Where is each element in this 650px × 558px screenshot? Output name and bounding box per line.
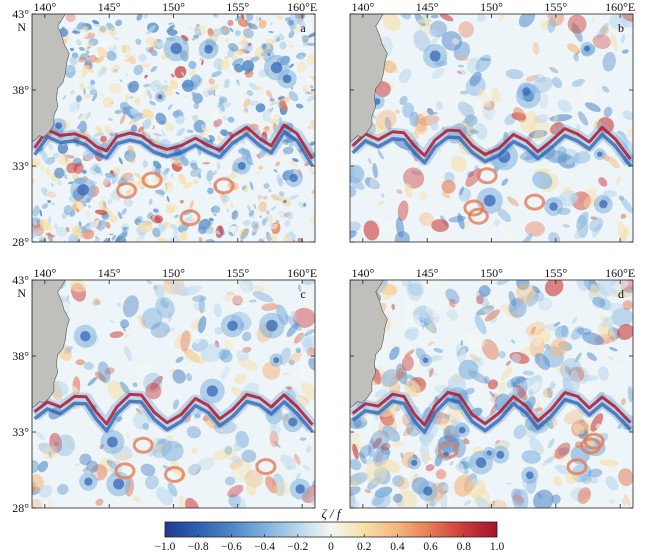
panel-label: a — [300, 21, 306, 35]
colorbar-tick-label: 0.2 — [357, 541, 372, 553]
colorbar-tick-label: 0 — [328, 541, 334, 553]
x-tick-label: 145° — [98, 266, 121, 280]
x-tick-label: 160°E — [605, 266, 635, 280]
y-tick-label: 43° — [12, 7, 29, 21]
y-hemisphere-label: N — [17, 20, 26, 34]
x-tick-label: 140° — [33, 266, 56, 280]
jet-core — [33, 392, 314, 426]
colorbar-tick-label: −0.2 — [287, 541, 308, 553]
x-tick-label: 160°E — [605, 0, 635, 14]
x-tick-label: 140° — [351, 266, 374, 280]
x-tick-label: 140° — [33, 0, 56, 14]
panel-a: 140° 145° 150° 155° 160°E 43°N 38° 33° 28° a — [12, 0, 317, 249]
colorbar: ζ / f −1.0 −0.8 −0.6 −0.4 −0.2 0 0.2 0.4 0.6 0.8 1.… — [155, 506, 505, 553]
x-tick-label: 150° — [162, 0, 185, 14]
jet-core — [33, 123, 314, 160]
y-tick-label: 33° — [12, 425, 29, 439]
land-japan — [32, 280, 70, 409]
x-tick-label: 155° — [226, 0, 249, 14]
land-japan — [32, 14, 70, 143]
y-tick-label: 28° — [12, 235, 29, 249]
y-tick-label: 38° — [12, 349, 29, 363]
x-tick-label: 145° — [98, 0, 121, 14]
colorbar-tick-label: 0.8 — [457, 541, 472, 553]
y-tick-label: 38° — [12, 83, 29, 97]
jet-core — [351, 125, 632, 161]
x-tick-label: 150° — [162, 266, 185, 280]
x-tick-label: 150° — [480, 266, 503, 280]
colorbar-label: ζ / f — [322, 506, 343, 521]
colorbar-tick-label: −0.8 — [188, 541, 209, 553]
vorticity-field — [350, 280, 633, 508]
panel-b: 140° 145° 150° 155° 160°E b — [349, 0, 635, 243]
colorbar-tick-label: −0.4 — [254, 541, 275, 553]
x-tick-label: 155° — [226, 266, 249, 280]
jet-band — [350, 123, 633, 167]
panel-label: b — [618, 21, 624, 35]
colorbar-tick-label: 0.4 — [390, 541, 405, 553]
y-tick-label: 43° — [12, 273, 29, 287]
y-tick-label: 33° — [12, 159, 29, 173]
jet-band — [32, 120, 315, 166]
x-tick-label: 160°E — [287, 0, 317, 14]
colorbar-tick-label: −1.0 — [155, 541, 176, 553]
vorticity-field — [350, 14, 633, 242]
land-japan — [350, 14, 388, 143]
x-tick-label: 145° — [416, 266, 439, 280]
panel-label: d — [618, 287, 624, 301]
colorbar-tick-label: 0.6 — [423, 541, 438, 553]
x-tick-label: 150° — [480, 0, 503, 14]
x-tick-label: 140° — [351, 0, 374, 14]
y-tick-label: 28° — [12, 501, 29, 515]
land-japan — [350, 280, 388, 409]
x-tick-label: 155° — [544, 0, 567, 14]
vorticity-field — [32, 14, 315, 242]
colorbar-tick-label: −0.6 — [221, 541, 242, 553]
panel-c: 140° 145° 150° 155° 160°E 43°N 38° 33° 28° c — [12, 266, 317, 515]
jet-band — [350, 388, 633, 436]
y-hemisphere-label: N — [17, 286, 26, 300]
x-tick-label: 145° — [416, 0, 439, 14]
vorticity-field — [32, 280, 315, 508]
panel-d: 140° 145° 150° 155° 160°E d — [349, 266, 635, 509]
colorbar-tick-label: 1.0 — [490, 541, 505, 553]
jet-core — [351, 390, 632, 427]
x-tick-label: 160°E — [287, 266, 317, 280]
panel-label: c — [300, 287, 305, 301]
x-tick-label: 155° — [544, 266, 567, 280]
jet-band — [32, 390, 315, 434]
